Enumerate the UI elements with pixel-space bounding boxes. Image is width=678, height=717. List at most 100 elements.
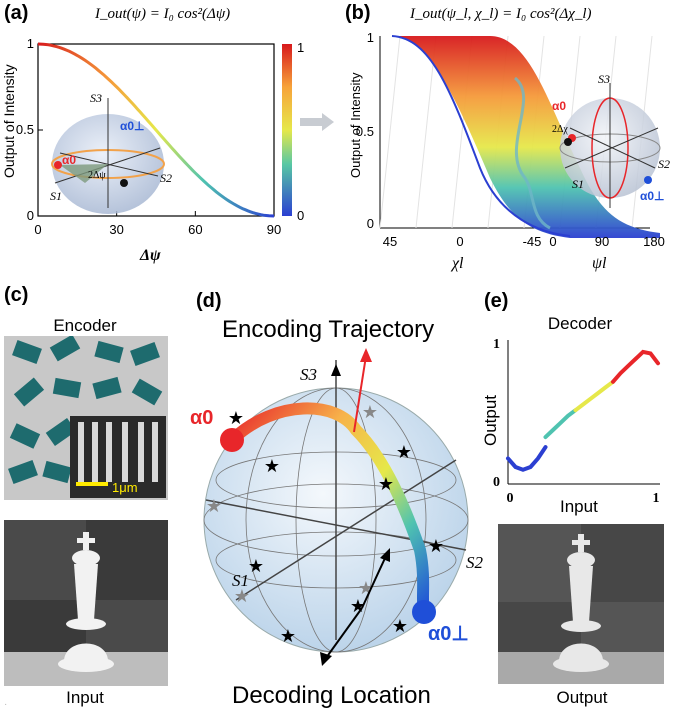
xlabel-a: Δψ bbox=[139, 247, 161, 264]
decoding-star-icon: ★ bbox=[362, 402, 378, 422]
panel-b-equation: I_out(ψ_l, χ_l) = I₀ cos²(Δχ_l) bbox=[410, 6, 592, 22]
decoding-star-icon: ★ bbox=[378, 474, 394, 494]
intensity-curve-a bbox=[37, 42, 275, 218]
alpha0-point-d bbox=[220, 428, 244, 452]
ylabel-b: Output of Intensity bbox=[348, 72, 363, 178]
panel-d-label: (d) bbox=[196, 290, 222, 312]
decoding-star-icon: ★ bbox=[206, 496, 222, 516]
chi-axis-label: χl bbox=[450, 255, 464, 272]
output-chess-image bbox=[498, 524, 664, 684]
panel-c-label: (c) bbox=[4, 284, 29, 306]
decoder-title: Decoder bbox=[547, 314, 613, 333]
angle-label-b: 2Δχ bbox=[552, 124, 568, 135]
e-ytick-1: 1 bbox=[493, 337, 500, 352]
decoding-location-label: Decoding Location bbox=[232, 682, 431, 709]
a-ytick: 1 bbox=[27, 36, 34, 51]
input-caption: Input bbox=[66, 688, 104, 707]
nanopillar bbox=[13, 377, 45, 407]
encoding-trajectory bbox=[228, 402, 430, 618]
alpha0perp-label-a: α0⊥ bbox=[120, 119, 145, 133]
decoding-star-icon: ★ bbox=[264, 456, 280, 476]
ylabel-a: Output of Intensity bbox=[1, 64, 17, 178]
b-ytick-0: 0 bbox=[367, 216, 374, 231]
decoding-star-icon: ★ bbox=[234, 586, 250, 606]
decoder-curve-segment bbox=[506, 445, 548, 472]
angle-label-a: 2Δψ bbox=[88, 170, 106, 181]
b-chi-tick-45: 45 bbox=[383, 234, 397, 249]
b-psi-tick-180: 180 bbox=[643, 234, 665, 249]
a-ytick: 0 bbox=[27, 208, 34, 223]
e-ytick-0: 0 bbox=[493, 475, 500, 490]
colorbar-bottom-label: 0 bbox=[297, 208, 304, 223]
chess-king-icon bbox=[58, 532, 114, 672]
alpha0-label-d: α0 bbox=[190, 407, 213, 429]
metasurface-image: 1μm bbox=[4, 336, 168, 500]
intensity-surface bbox=[392, 36, 660, 238]
arrow-a-to-b bbox=[300, 113, 334, 131]
e-xlabel: Input bbox=[560, 497, 598, 516]
s3-label-d: S3 bbox=[300, 365, 317, 384]
b-chi-tick-0: 0 bbox=[456, 234, 463, 249]
chess-king-output-icon bbox=[553, 534, 609, 672]
b-chi-tick-m45: -45 bbox=[523, 234, 542, 249]
nanopillar bbox=[45, 417, 77, 447]
a-xtick: 30 bbox=[109, 222, 123, 237]
nanopillar bbox=[8, 460, 38, 484]
alpha0-point-a bbox=[54, 161, 62, 169]
decoding-star-icon: ★ bbox=[358, 578, 374, 598]
encoding-trajectory-title: Encoding Trajectory bbox=[222, 316, 435, 343]
scale-bar-label: 1μm bbox=[112, 480, 138, 495]
decoding-star-icon: ★ bbox=[248, 556, 264, 576]
a-ytick: 0.5 bbox=[16, 122, 34, 137]
decoding-star-icon: ★ bbox=[350, 596, 366, 616]
a-xtick: 60 bbox=[188, 222, 202, 237]
nanopillar bbox=[42, 460, 72, 484]
decoding-star-icon: ★ bbox=[428, 536, 444, 556]
colorbar-top-label: 1 bbox=[297, 40, 304, 55]
colorbar-a bbox=[282, 44, 292, 216]
nanopillar bbox=[92, 376, 122, 400]
b-ytick-1: 1 bbox=[367, 30, 374, 45]
decoder-curve-segment bbox=[543, 408, 578, 440]
panel-b-chart: S3 S2 S1 α0 α0⊥ 2Δχ 1 0.5 0 45 0 -45 0 9… bbox=[348, 30, 670, 272]
nanopillar bbox=[9, 423, 41, 449]
a-xtick: 0 bbox=[34, 222, 41, 237]
panel-a-label: (a) bbox=[4, 2, 29, 24]
s1-label-d: S1 bbox=[232, 571, 249, 590]
scale-bar bbox=[76, 482, 108, 486]
nanopillar bbox=[131, 378, 163, 406]
decoder-curve-segment bbox=[611, 349, 660, 384]
decoding-star-icon: ★ bbox=[396, 442, 412, 462]
input-chess-image bbox=[4, 520, 168, 686]
s2-label-b: S2 bbox=[658, 157, 670, 171]
nanopillar bbox=[94, 340, 124, 364]
output-caption: Output bbox=[556, 688, 608, 707]
panel-a-equation: I_out(ψ) = I₀ cos²(Δψ) bbox=[95, 6, 231, 22]
poincare-sphere-d: ★ ★★★★★★ ★★★★★★ S3 S2 S1 α0 α0⊥ bbox=[190, 348, 484, 666]
e-ylabel: Output bbox=[481, 395, 500, 446]
b-ytick-05: 0.5 bbox=[356, 124, 374, 139]
panel-a-chart: 0 0.5 1 0 30 60 90 S3 S2 S1 α0 α0⊥ 2Δψ 1 0 Ou… bbox=[1, 36, 304, 264]
s3-label-b: S3 bbox=[598, 72, 610, 86]
decoding-star-icon: ★ bbox=[280, 626, 296, 646]
alpha0-label-b: α0 bbox=[552, 99, 566, 113]
alpha0perp-label-d: α0⊥ bbox=[428, 623, 469, 645]
alpha0perp-label-b: α0⊥ bbox=[640, 189, 665, 203]
s2-label-d: S2 bbox=[466, 553, 484, 572]
panel-b-label: (b) bbox=[345, 2, 371, 24]
panel-e-label: (e) bbox=[484, 290, 509, 312]
s1-label-b: S1 bbox=[572, 177, 584, 191]
b-psi-tick-90: 90 bbox=[595, 234, 609, 249]
s1-label-a: S1 bbox=[50, 189, 62, 203]
decoding-star-icon: ★ bbox=[228, 408, 244, 428]
alpha0perp-point-d bbox=[412, 600, 436, 624]
decoder-chart: 1 0 0 1 Input Output bbox=[481, 337, 660, 516]
s2-label-a: S2 bbox=[160, 171, 172, 185]
a-xtick: 90 bbox=[267, 222, 281, 237]
psi-axis-label: ψl bbox=[592, 255, 607, 272]
nanopillar bbox=[130, 342, 160, 366]
nanopillar bbox=[49, 336, 81, 362]
alpha0-label-a: α0 bbox=[62, 153, 76, 167]
watermark: · bbox=[4, 699, 8, 710]
encoder-title: Encoder bbox=[53, 316, 117, 335]
